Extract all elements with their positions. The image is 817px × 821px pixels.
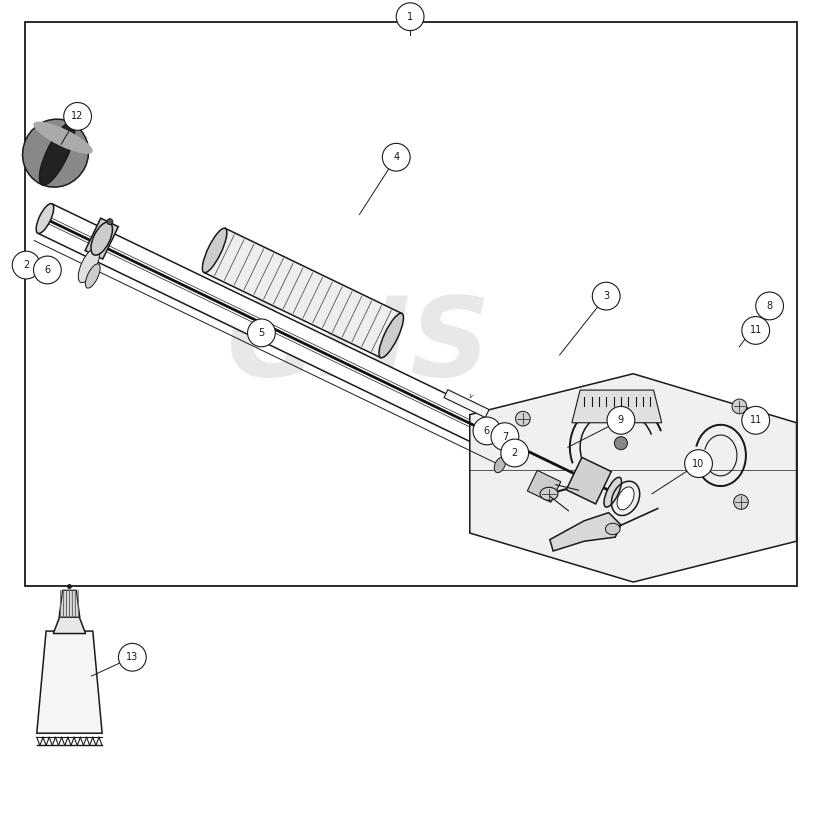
Circle shape	[12, 251, 40, 279]
Text: 6: 6	[484, 426, 490, 436]
Text: 7: 7	[502, 432, 508, 442]
Polygon shape	[204, 228, 402, 358]
Circle shape	[64, 103, 92, 131]
Circle shape	[396, 2, 424, 30]
Circle shape	[491, 423, 519, 451]
Text: 11: 11	[750, 325, 761, 336]
Ellipse shape	[604, 477, 622, 507]
Ellipse shape	[494, 457, 506, 473]
Text: 5: 5	[258, 328, 265, 338]
Circle shape	[501, 439, 529, 467]
Circle shape	[592, 282, 620, 310]
Ellipse shape	[85, 264, 100, 288]
Ellipse shape	[379, 314, 404, 358]
Circle shape	[382, 144, 410, 171]
Text: V: V	[467, 393, 473, 399]
Circle shape	[118, 644, 146, 671]
Text: 6: 6	[44, 265, 51, 275]
Ellipse shape	[33, 122, 92, 154]
Text: 2: 2	[23, 260, 29, 270]
Polygon shape	[37, 631, 102, 733]
Polygon shape	[85, 218, 118, 259]
Text: 3: 3	[603, 291, 609, 301]
Polygon shape	[566, 457, 611, 504]
Circle shape	[33, 256, 61, 284]
Circle shape	[516, 411, 530, 426]
Ellipse shape	[540, 488, 558, 500]
Circle shape	[742, 406, 770, 434]
Polygon shape	[550, 512, 621, 551]
Text: 4: 4	[393, 152, 400, 163]
Polygon shape	[470, 374, 797, 582]
Circle shape	[107, 218, 113, 225]
Circle shape	[742, 317, 770, 344]
Polygon shape	[572, 390, 662, 423]
Ellipse shape	[91, 222, 113, 255]
Polygon shape	[59, 590, 80, 617]
Polygon shape	[53, 617, 86, 634]
Text: GHS: GHS	[227, 291, 492, 399]
Polygon shape	[444, 390, 489, 418]
Ellipse shape	[203, 228, 227, 273]
Circle shape	[473, 417, 501, 445]
Circle shape	[248, 319, 275, 346]
Text: 9: 9	[618, 415, 624, 425]
Ellipse shape	[78, 248, 100, 282]
Text: 8: 8	[766, 301, 773, 311]
Text: 1: 1	[407, 11, 413, 21]
Ellipse shape	[617, 487, 634, 510]
Text: 10: 10	[693, 459, 704, 469]
Ellipse shape	[39, 122, 74, 185]
Circle shape	[732, 399, 747, 414]
Polygon shape	[527, 470, 560, 502]
Circle shape	[685, 450, 712, 478]
Circle shape	[607, 406, 635, 434]
Text: 11: 11	[750, 415, 761, 425]
Polygon shape	[38, 204, 620, 507]
Circle shape	[756, 292, 784, 320]
Bar	[25, 22, 797, 586]
Ellipse shape	[36, 204, 54, 233]
Ellipse shape	[23, 119, 88, 187]
Ellipse shape	[605, 523, 620, 534]
Text: 12: 12	[71, 112, 84, 122]
Circle shape	[614, 437, 627, 450]
Text: 13: 13	[127, 652, 138, 663]
Circle shape	[734, 494, 748, 509]
Text: 2: 2	[511, 448, 518, 458]
